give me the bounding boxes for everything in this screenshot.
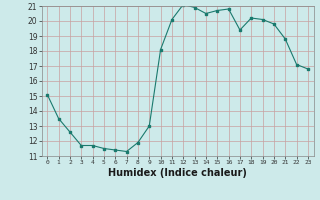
X-axis label: Humidex (Indice chaleur): Humidex (Indice chaleur) bbox=[108, 168, 247, 178]
